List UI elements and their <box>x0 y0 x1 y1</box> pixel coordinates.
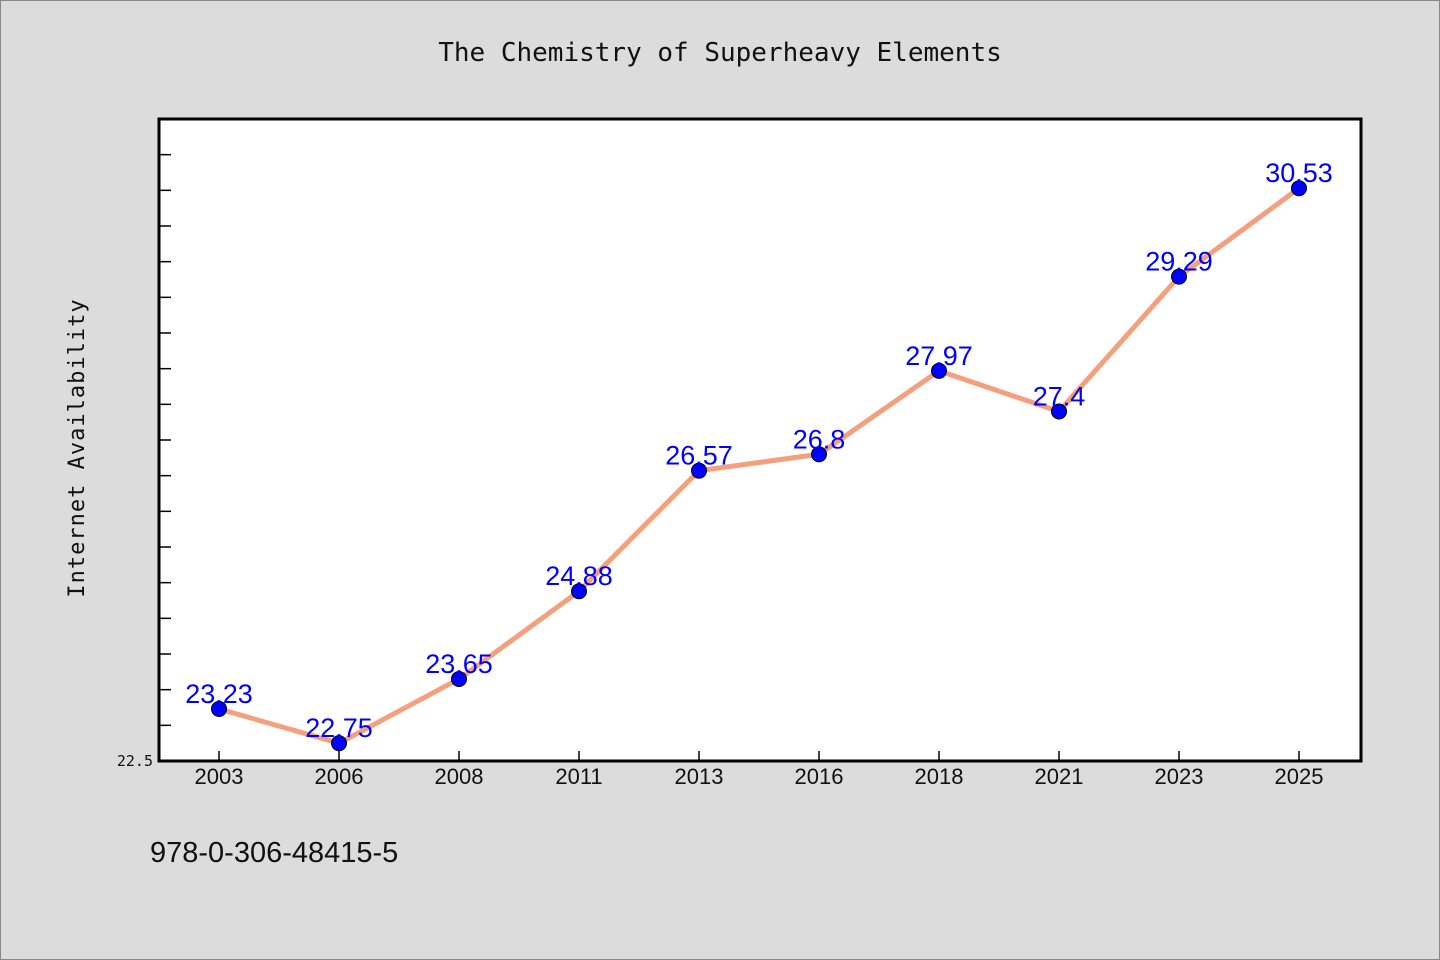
data-point <box>1291 180 1307 197</box>
data-label: 26.8 <box>793 424 846 454</box>
data-point <box>1051 403 1067 420</box>
series-line <box>216 185 1302 746</box>
data-label: 23.23 <box>185 679 253 709</box>
data-point <box>211 700 227 717</box>
data-labels: 23.23 22.75 23.65 24.88 26.57 26.8 27.97 27.4 29… <box>185 158 1333 743</box>
x-tick-label: 2025 <box>1275 764 1324 789</box>
chart-title: The Chemistry of Superheavy Elements <box>438 38 1002 68</box>
data-label: 27.4 <box>1033 381 1086 411</box>
x-tick-label: 2023 <box>1155 764 1204 789</box>
x-tick-label: 2013 <box>675 764 724 789</box>
x-tick-label: 2016 <box>795 764 844 789</box>
footer-isbn: 978-0-306-48415-5 <box>150 837 398 869</box>
plot-area <box>159 119 1361 761</box>
y-tick-label: 22.5 <box>117 752 153 770</box>
x-tick-label: 2021 <box>1035 764 1084 789</box>
series-layer <box>211 180 1307 752</box>
data-label: 24.88 <box>545 561 613 591</box>
x-tick-label: 2011 <box>555 764 602 789</box>
data-label: 23.65 <box>425 649 493 679</box>
data-point <box>811 446 827 463</box>
data-label: 27.97 <box>905 341 973 371</box>
data-point <box>451 670 467 687</box>
x-tick-label: 2003 <box>195 764 244 789</box>
data-point <box>691 462 707 479</box>
y-axis-label: Internet Availability <box>65 298 90 597</box>
data-point <box>571 583 587 600</box>
data-label: 29.29 <box>1145 247 1213 277</box>
data-point <box>931 362 947 379</box>
data-label: 26.57 <box>665 441 733 471</box>
data-point <box>331 735 347 752</box>
data-label: 30.53 <box>1265 158 1333 188</box>
data-point <box>1171 268 1187 285</box>
x-tick-label: 2018 <box>915 764 964 789</box>
plot-border <box>157 117 1363 763</box>
x-axis-ticks: 2003 2006 2008 2011 2013 2016 2018 2021 2023 2025 <box>195 751 1324 789</box>
x-tick-label: 2008 <box>435 764 484 789</box>
data-label: 22.75 <box>305 713 373 743</box>
x-tick-label: 2006 <box>315 764 364 789</box>
